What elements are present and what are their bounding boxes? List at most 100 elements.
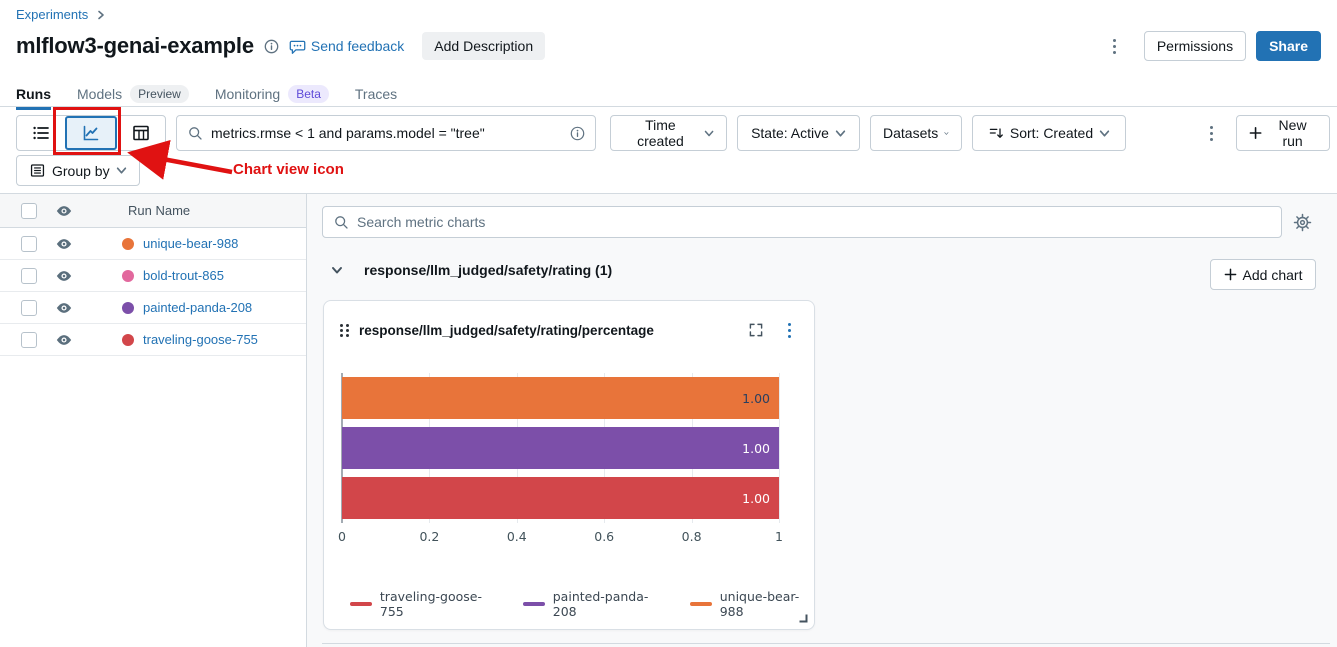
bar-chart-plot: 1.00 1.00 1.00 <box>341 373 780 523</box>
permissions-button[interactable]: Permissions <box>1143 31 1247 61</box>
new-run-label: New run <box>1278 117 1307 149</box>
drag-handle-icon[interactable] <box>340 323 349 337</box>
resize-corner-icon[interactable] <box>798 613 808 623</box>
chevron-down-icon <box>835 129 846 137</box>
filter-time-created[interactable]: Time created <box>610 115 727 151</box>
send-feedback-link[interactable]: Send feedback <box>289 38 404 55</box>
chart-view-button[interactable] <box>65 116 117 150</box>
row-checkbox[interactable] <box>21 331 37 348</box>
x-tick-label: 0.2 <box>419 529 440 544</box>
metric-charts-search-placeholder: Search metric charts <box>357 214 486 230</box>
x-tick-label: 1 <box>775 529 783 544</box>
table-view-icon <box>133 125 149 141</box>
chart-card-title: response/llm_judged/safety/rating/percen… <box>359 322 654 338</box>
tab-models-label: Models <box>77 86 123 102</box>
bar-value-label: 1.00 <box>742 440 770 456</box>
bar-unique-bear-988[interactable]: 1.00 <box>342 377 779 419</box>
add-description-button[interactable]: Add Description <box>422 32 546 60</box>
bar-value-label: 1.00 <box>742 390 770 406</box>
chart-view-icon <box>83 125 99 141</box>
row-checkbox[interactable] <box>21 267 37 284</box>
x-tick-label: 0 <box>338 529 346 544</box>
chart-settings-button[interactable] <box>1293 213 1312 232</box>
charts-panel: Search metric charts response/llm_judged… <box>307 194 1337 647</box>
tab-runs[interactable]: Runs <box>16 82 51 110</box>
runs-table-header: Run Name <box>0 194 306 228</box>
tab-models[interactable]: Models Preview <box>77 82 189 106</box>
legend-label: traveling-goose-755 <box>379 589 482 619</box>
bar-painted-panda-208[interactable]: 1.00 <box>342 427 779 469</box>
row-visibility-toggle[interactable] <box>55 267 73 285</box>
filter-state[interactable]: State: Active <box>737 115 860 151</box>
chevron-down-icon <box>704 130 714 136</box>
run-name-link[interactable]: traveling-goose-755 <box>143 332 258 347</box>
metric-charts-search-input[interactable]: Search metric charts <box>322 206 1282 238</box>
bar-traveling-goose-755[interactable]: 1.00 <box>342 477 779 519</box>
add-chart-button[interactable]: Add chart <box>1210 259 1316 290</box>
metric-section-title[interactable]: response/llm_judged/safety/rating (1) <box>364 262 613 278</box>
bar-row: 1.00 <box>342 377 779 419</box>
filter-datasets[interactable]: Datasets <box>870 115 962 151</box>
list-view-button[interactable] <box>17 116 65 150</box>
row-visibility-toggle[interactable] <box>55 331 73 349</box>
section-collapse-chevron-icon[interactable] <box>330 263 344 277</box>
visibility-toggle-all[interactable] <box>55 202 73 220</box>
group-by-icon <box>30 164 45 177</box>
table-view-button[interactable] <box>117 116 165 150</box>
legend-item[interactable]: unique-bear-988 <box>689 589 814 619</box>
runs-search-input[interactable]: metrics.rmse < 1 and params.model = "tre… <box>176 115 596 151</box>
expand-icon <box>749 323 763 337</box>
legend-item[interactable]: traveling-goose-755 <box>350 589 495 619</box>
run-name-link[interactable]: bold-trout-865 <box>143 268 224 283</box>
filter-time-created-label: Time created <box>637 117 684 149</box>
chevron-down-icon <box>944 131 949 135</box>
run-name-link[interactable]: painted-panda-208 <box>143 300 253 315</box>
legend-item[interactable]: painted-panda-208 <box>522 589 662 619</box>
group-by-button[interactable]: Group by <box>16 155 140 186</box>
list-view-icon <box>33 126 49 140</box>
tab-bar: Runs Models Preview Monitoring Beta Trac… <box>0 82 1337 110</box>
filter-datasets-label: Datasets <box>883 125 939 141</box>
bar-row: 1.00 <box>342 427 779 469</box>
x-tick-label: 0.6 <box>594 529 615 544</box>
bar-value-label: 1.00 <box>742 490 770 506</box>
row-checkbox[interactable] <box>21 299 37 316</box>
chart-legend: traveling-goose-755 painted-panda-208 uniq… <box>350 589 814 619</box>
content-divider <box>0 193 1337 194</box>
chart-card-menu[interactable] <box>778 315 800 345</box>
tab-traces-label: Traces <box>354 86 398 102</box>
sort-dropdown-label: Sort: Created <box>1009 125 1094 141</box>
toolbar-overflow-menu[interactable] <box>1200 118 1222 148</box>
chevron-down-icon <box>1099 129 1110 137</box>
share-button[interactable]: Share <box>1256 31 1321 61</box>
runs-table-body: unique-bear-988 bold-trout-865 painted-pan… <box>0 228 306 356</box>
feedback-bubble-icon <box>289 40 306 54</box>
x-tick-label: 0.8 <box>681 529 702 544</box>
search-icon <box>335 216 348 229</box>
run-name-column-header: Run Name <box>128 203 191 218</box>
info-icon[interactable] <box>264 39 279 54</box>
add-chart-label: Add chart <box>1242 266 1303 283</box>
chevron-down-icon <box>116 167 126 174</box>
tab-traces[interactable]: Traces <box>355 82 397 106</box>
info-icon[interactable] <box>570 126 585 141</box>
new-run-button[interactable]: New run <box>1236 115 1330 151</box>
select-all-checkbox[interactable] <box>21 202 37 219</box>
row-visibility-toggle[interactable] <box>55 299 73 317</box>
run-name-link[interactable]: unique-bear-988 <box>143 236 239 251</box>
metric-chart-card: response/llm_judged/safety/rating/percen… <box>323 300 815 630</box>
run-color-dot <box>122 269 134 282</box>
row-checkbox[interactable] <box>21 235 37 252</box>
group-by-label: Group by <box>52 162 110 179</box>
sort-dropdown[interactable]: Sort: Created <box>972 115 1126 151</box>
expand-chart-button[interactable] <box>748 322 764 338</box>
send-feedback-label: Send feedback <box>310 38 405 54</box>
view-switcher <box>16 115 166 151</box>
next-section-divider <box>322 643 1330 644</box>
row-visibility-toggle[interactable] <box>55 235 73 253</box>
chevron-right-icon <box>98 10 105 19</box>
breadcrumb-experiments-link[interactable]: Experiments <box>16 7 89 22</box>
beta-badge: Beta <box>288 85 329 103</box>
header-overflow-menu[interactable] <box>1104 31 1126 61</box>
tab-monitoring[interactable]: Monitoring Beta <box>215 82 329 106</box>
